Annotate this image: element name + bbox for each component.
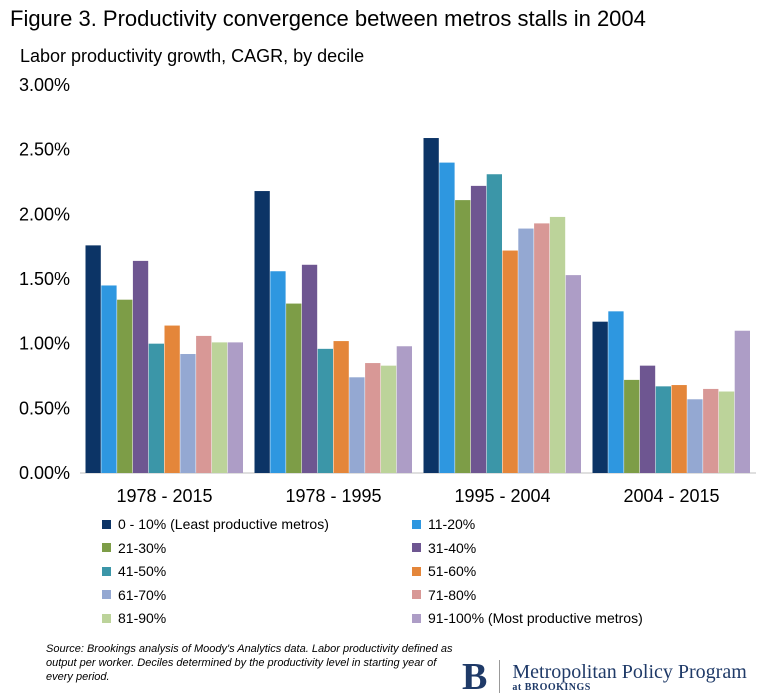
logo-subtitle: at BROOKINGS bbox=[512, 681, 591, 693]
legend-label: 91-100% (Most productive metros) bbox=[428, 610, 643, 626]
bar bbox=[396, 346, 412, 473]
bar bbox=[101, 285, 117, 473]
x-tick-label: 1978 - 2015 bbox=[116, 486, 212, 506]
bar bbox=[608, 311, 624, 473]
bar bbox=[317, 348, 333, 473]
bar bbox=[518, 228, 534, 473]
x-tick-label: 1978 - 1995 bbox=[285, 486, 381, 506]
y-tick-label: 0.50% bbox=[19, 398, 70, 418]
legend-item: 0 - 10% (Least productive metros) bbox=[102, 516, 329, 532]
y-tick-label: 1.50% bbox=[19, 269, 70, 289]
legend-swatch bbox=[412, 613, 421, 623]
legend-swatch bbox=[412, 590, 421, 599]
legend-swatch bbox=[102, 613, 111, 623]
bar bbox=[734, 330, 750, 473]
bar bbox=[718, 391, 735, 473]
legend-label: 31-40% bbox=[428, 539, 477, 556]
bar bbox=[211, 342, 228, 473]
legend-swatch bbox=[102, 519, 111, 529]
y-tick-label: 2.00% bbox=[19, 204, 70, 224]
legend-item: 21-30% bbox=[102, 540, 166, 556]
bar bbox=[254, 191, 270, 473]
y-tick-label: 0.00% bbox=[19, 463, 70, 483]
bar bbox=[365, 363, 381, 473]
bar bbox=[148, 343, 164, 473]
bar bbox=[117, 299, 133, 473]
logo-name: Metropolitan Policy Program bbox=[512, 660, 747, 683]
bar bbox=[624, 379, 640, 473]
legend-swatch bbox=[102, 566, 111, 576]
bar bbox=[196, 335, 212, 473]
legend-label: 41-50% bbox=[118, 563, 167, 579]
x-tick-label: 2004 - 2015 bbox=[623, 486, 719, 506]
bar bbox=[534, 223, 550, 473]
legend-swatch bbox=[412, 519, 421, 529]
legend-item: 81-90% bbox=[102, 610, 166, 626]
bar bbox=[703, 388, 719, 473]
bar bbox=[486, 174, 502, 474]
logo-letter: B bbox=[462, 656, 488, 693]
legend-label: 81-90% bbox=[118, 610, 167, 626]
bar bbox=[470, 185, 487, 473]
bar bbox=[227, 342, 243, 473]
legend-item: 31-40% bbox=[412, 540, 476, 556]
bar bbox=[286, 303, 302, 473]
chart-title: Figure 3. Productivity convergence betwe… bbox=[10, 6, 646, 31]
legend-item: 71-80% bbox=[412, 587, 476, 603]
chart-subtitle: Labor productivity growth, CAGR, by deci… bbox=[20, 46, 365, 66]
bar bbox=[439, 162, 455, 473]
brookings-logo: B Metropolitan Policy Program at BROOKIN… bbox=[462, 655, 747, 693]
y-tick-label: 2.50% bbox=[19, 140, 70, 160]
legend-swatch bbox=[412, 566, 421, 576]
legend-label: 11-20% bbox=[428, 516, 476, 532]
bar bbox=[180, 354, 196, 473]
logo-divider bbox=[499, 660, 501, 693]
y-tick-label: 3.00% bbox=[19, 75, 70, 95]
legend-item: 41-50% bbox=[102, 563, 166, 579]
bar bbox=[592, 321, 608, 473]
legend-label: 21-30% bbox=[118, 539, 167, 556]
y-tick-label: 1.00% bbox=[19, 334, 70, 354]
bar bbox=[565, 275, 581, 473]
legend-item: 51-60% bbox=[412, 563, 476, 579]
legend-item: 91-100% (Most productive metros) bbox=[412, 610, 643, 626]
bar bbox=[639, 365, 656, 473]
bar bbox=[549, 216, 566, 474]
legend-label: 71-80% bbox=[428, 586, 477, 603]
bar bbox=[164, 325, 180, 473]
bar bbox=[85, 245, 101, 473]
legend-label: 51-60% bbox=[428, 563, 477, 579]
bar bbox=[671, 385, 687, 473]
legend-label: 0 - 10% (Least productive metros) bbox=[118, 516, 329, 532]
bar bbox=[502, 250, 518, 473]
bar bbox=[455, 200, 471, 473]
legend-swatch bbox=[102, 590, 111, 599]
bar bbox=[423, 138, 439, 473]
x-tick-label: 1995 - 2004 bbox=[454, 486, 550, 506]
chart-plot: 0.00% 0.50% 1.00% 1.50% 2.00% 2.50% 3.00% 1978 … bbox=[19, 75, 756, 506]
bar bbox=[655, 386, 671, 473]
bar bbox=[333, 341, 349, 473]
bar bbox=[270, 271, 286, 473]
legend-swatch bbox=[102, 543, 111, 552]
bar bbox=[349, 377, 365, 473]
legend-item: 61-70% bbox=[102, 587, 166, 603]
legend-item: 11-20% bbox=[412, 516, 475, 532]
legend-swatch bbox=[412, 543, 421, 552]
source-note: Source: Brookings analysis of Moody's An… bbox=[46, 643, 453, 683]
bar bbox=[132, 260, 149, 473]
bar bbox=[687, 399, 703, 473]
bar bbox=[301, 264, 318, 473]
legend-label: 61-70% bbox=[118, 586, 167, 603]
bar bbox=[380, 365, 397, 473]
